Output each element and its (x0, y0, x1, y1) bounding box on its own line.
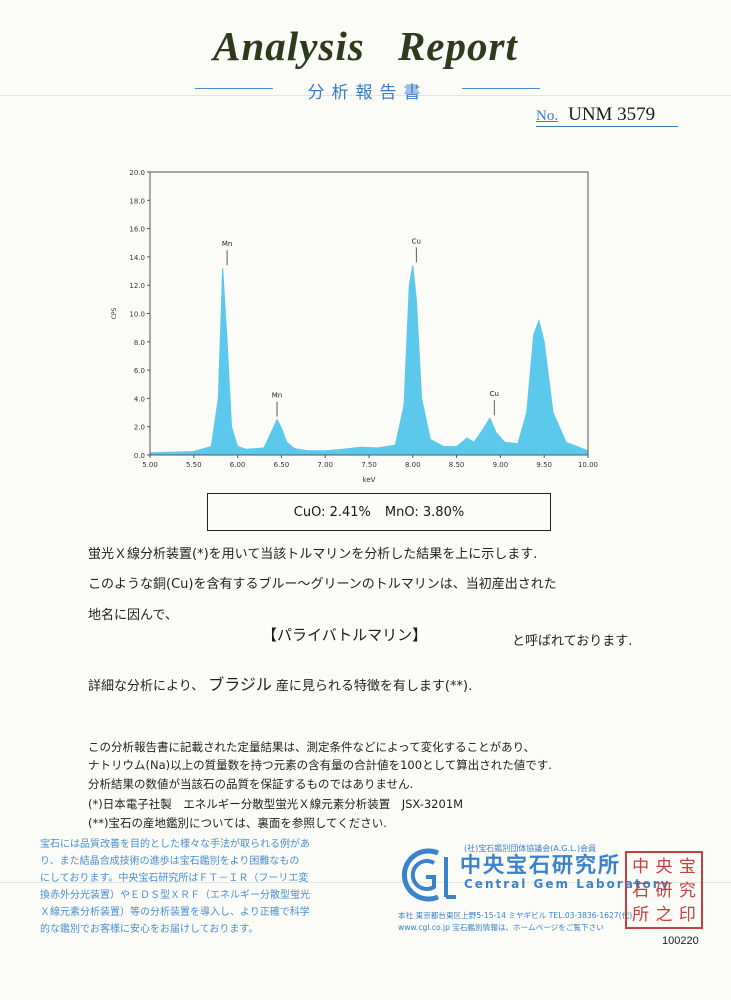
cgl-logo-icon (401, 848, 456, 902)
report-title: Analysis Report (213, 23, 518, 69)
x-axis-label: keV (363, 476, 376, 484)
result-box: CuO: 2.41% MnO: 3.80% (207, 493, 551, 531)
note-line-2: ナトリウム(Na)以上の質量数を持つ元素の含有量の合計値を100として算出された… (88, 758, 552, 772)
seal-char: 研 (655, 881, 673, 901)
y-tick-label: 6.0 (134, 367, 145, 375)
y-tick-label: 14.0 (129, 254, 145, 262)
body-line-2: このような銅(Cu)を含有するブルー～グリーンのトルマリンは、当初産出された (88, 577, 557, 592)
y-tick-label: 0.0 (134, 452, 145, 460)
stone-name: 【パライバトルマリン】 (262, 626, 428, 644)
x-tick-label: 9.00 (493, 461, 509, 469)
lab-name-jp: 中央宝石研究所 (460, 853, 621, 877)
peak-label: Cu (412, 237, 421, 245)
body-line-5-suffix: 産に見られる特徴を有します(**). (275, 679, 473, 694)
x-tick-label: 5.00 (142, 461, 158, 469)
seal-char: 所 (632, 905, 650, 925)
seal-char: 石 (632, 881, 650, 901)
x-tick-label: 9.50 (536, 461, 552, 469)
peak-label: Mn (272, 392, 282, 400)
y-tick-label: 18.0 (129, 197, 145, 205)
body-line-1: 蛍光Ｘ線分析装置(*)を用いて当該トルマリンを分析した結果を上に示します. (88, 547, 538, 562)
note-line-3: 分析結果の数値が当該石の品質を保証するものではありません. (88, 777, 414, 791)
body-line-3: 地名に因んで、 (88, 608, 178, 623)
y-tick-label: 4.0 (134, 395, 145, 403)
y-tick-label: 16.0 (129, 226, 145, 234)
x-tick-label: 8.00 (405, 461, 421, 469)
note-line-1: この分析報告書に記載された定量結果は、測定条件などによって変化することがあり、 (88, 740, 536, 754)
body-line-4: と呼ばれております. (512, 634, 633, 649)
seal-char: 印 (678, 905, 696, 925)
y-tick-label: 10.0 (129, 311, 145, 319)
lab-logo: 中央宝石研究所 Central Gem Laboratory (398, 845, 669, 905)
x-tick-label: 7.50 (361, 461, 377, 469)
disclaimer-text: 宝石には品質改善を目的とした様々な手法が取られる例があ り、また結晶合成技術の進… (40, 836, 365, 946)
subtitle-text: 分析報告書 (307, 83, 428, 103)
report-number-value: UNM 3579 (568, 104, 656, 125)
note-line-4: (*)日本電子社製 エネルギー分散型蛍光Ｘ線元素分析装置 JSX-3201M (88, 797, 464, 811)
peak-label: Cu (490, 390, 499, 398)
x-tick-label: 6.00 (230, 461, 246, 469)
note-line-5: (**)宝石の産地鑑別については、裏面を参照してください. (88, 816, 387, 830)
y-axis-label: CPS (111, 308, 118, 320)
lab-seal: 中央宝石研究所之印 (625, 851, 703, 929)
x-tick-label: 8.50 (449, 461, 465, 469)
subtitle-rule-left (195, 88, 273, 89)
y-tick-label: 20.0 (129, 169, 145, 177)
seal-char: 究 (678, 881, 696, 901)
spectrum-area (149, 265, 589, 456)
seal-char: 之 (655, 905, 673, 925)
x-tick-label: 5.50 (186, 461, 202, 469)
seal-char: 宝 (678, 857, 696, 877)
web-line: www.cgl.co.jp 宝石鑑別情報は、ホームページをご覧下さい (398, 923, 604, 932)
disclaimer-line: 換赤外分光装置）やＥＤＳ型ＸＲＦ（エネルギー分散型蛍光 (40, 890, 310, 901)
mno-value: MnO: 3.80% (384, 504, 465, 520)
y-tick-label: 12.0 (129, 282, 145, 290)
disclaimer-line: り、また結晶合成技術の進歩は宝石鑑別をより困難なもの (40, 856, 300, 867)
body-line-5: 詳細な分析により、 ブラジル 産に見られる特徴を有します(**). (88, 671, 472, 695)
agl-membership: (社)宝石鑑別団体協議会(A.G.L.)会員 (464, 844, 597, 853)
disclaimer-line: にしております。中央宝石研究所はＦＴ－ＩＲ（フーリエ変 (40, 873, 309, 884)
disclaimer-line: 宝石には品質改善を目的とした様々な手法が取られる例があ (40, 839, 310, 850)
report-number-label: No. (536, 108, 559, 124)
body-line-5-prefix: 詳細な分析により、 (88, 679, 205, 694)
address-line: 本社 東京都台東区上野5-15-14 ミヤギビル TEL.03-3836-162… (398, 911, 633, 920)
peak-label: Mn (222, 240, 232, 248)
serial-number: 100220 (662, 935, 699, 947)
y-tick-label: 8.0 (134, 339, 145, 347)
x-tick-label: 10.00 (578, 461, 598, 469)
lab-name-en: Central Gem Laboratory (464, 877, 671, 891)
eds-spectrum-chart: 0.0 2.0 4.0 6.0 8.0 10.0 12.0 14.0 16.0 18.0 20.0 5… (111, 169, 598, 484)
x-tick-label: 6.50 (274, 461, 290, 469)
disclaimer-line: 的な鑑別でお客様に安心をお届けしております。 (40, 924, 259, 935)
x-tick-label: 7.00 (317, 461, 333, 469)
plot-area: 0.0 2.0 4.0 6.0 8.0 10.0 12.0 14.0 16.0 18.0 20.0 5… (111, 169, 598, 484)
report-number: No. UNM 3579 (536, 104, 678, 127)
plot-frame (149, 171, 589, 456)
lab-address: 本社 東京都台東区上野5-15-14 ミヤギビル TEL.03-3836-162… (398, 910, 632, 934)
subtitle-rule-right (462, 88, 540, 89)
fold-line (0, 95, 731, 96)
disclaimer-line: Ｘ線元素分析装置）等の分析装置を導入し、より正確で科学 (40, 907, 310, 918)
fold-line (0, 882, 731, 883)
seal-char: 中 (632, 857, 650, 877)
cuo-value: CuO: 2.41% (293, 504, 371, 520)
seal-char: 央 (655, 857, 673, 877)
y-tick-label: 2.0 (134, 424, 145, 432)
origin-country: ブラジル (208, 675, 272, 694)
report-subtitle: 分析報告書 (195, 78, 540, 103)
